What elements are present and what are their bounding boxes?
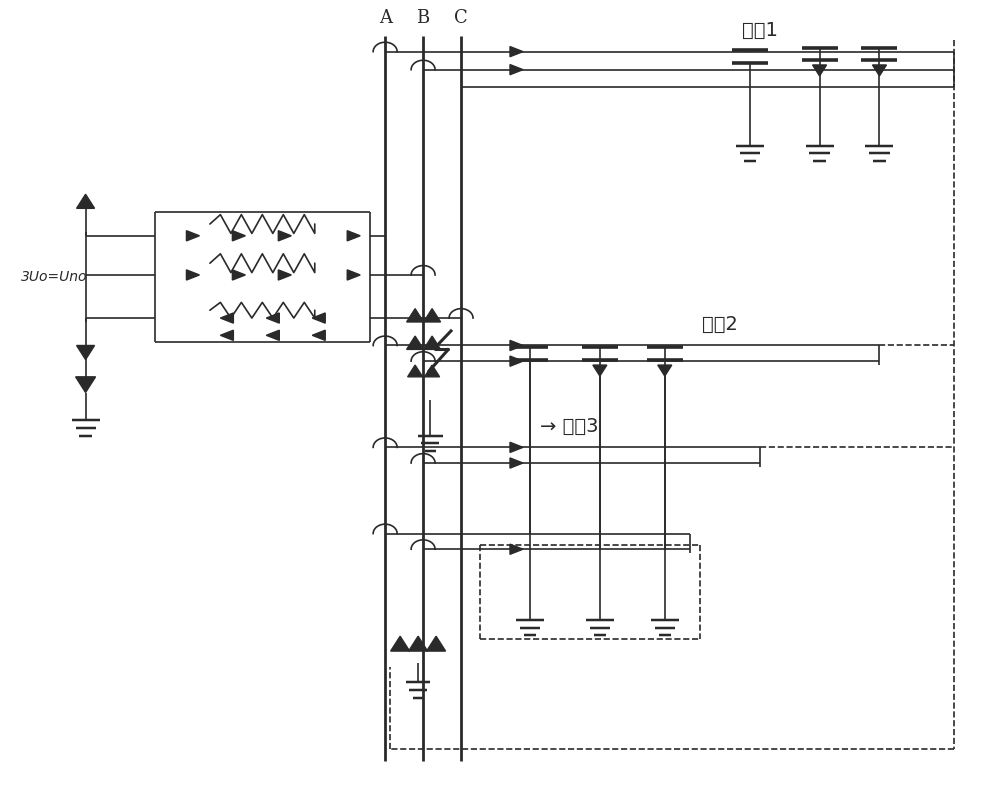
Polygon shape [266, 313, 279, 323]
Text: 3Uo=Uno: 3Uo=Uno [21, 270, 87, 284]
Polygon shape [347, 231, 360, 241]
Polygon shape [510, 544, 523, 554]
Text: → 线路3: → 线路3 [540, 417, 598, 436]
Polygon shape [510, 442, 523, 452]
Polygon shape [425, 365, 440, 377]
Polygon shape [593, 365, 607, 376]
Polygon shape [658, 365, 672, 376]
Polygon shape [391, 636, 410, 651]
Text: A: A [379, 9, 392, 27]
Polygon shape [220, 330, 233, 341]
Polygon shape [186, 270, 199, 280]
Polygon shape [407, 336, 424, 349]
Polygon shape [186, 231, 199, 241]
Text: C: C [454, 9, 468, 27]
Polygon shape [232, 270, 245, 280]
Polygon shape [278, 270, 291, 280]
Polygon shape [408, 365, 423, 377]
Polygon shape [510, 46, 523, 57]
Polygon shape [510, 64, 523, 75]
Polygon shape [510, 356, 523, 367]
Polygon shape [407, 309, 424, 322]
Polygon shape [427, 636, 446, 651]
Polygon shape [77, 345, 95, 360]
Text: 线路1: 线路1 [742, 21, 778, 40]
Polygon shape [312, 330, 325, 341]
Polygon shape [76, 377, 96, 392]
Polygon shape [813, 65, 827, 76]
Text: B: B [416, 9, 430, 27]
Polygon shape [510, 341, 523, 351]
Polygon shape [266, 330, 279, 341]
Polygon shape [232, 231, 245, 241]
Polygon shape [278, 231, 291, 241]
Polygon shape [424, 309, 441, 322]
Polygon shape [77, 194, 95, 208]
Polygon shape [347, 270, 360, 280]
Polygon shape [872, 65, 886, 76]
Polygon shape [220, 313, 233, 323]
Polygon shape [424, 336, 441, 349]
Polygon shape [409, 636, 428, 651]
Text: 线路2: 线路2 [702, 315, 738, 334]
Polygon shape [312, 313, 325, 323]
Polygon shape [510, 458, 523, 468]
